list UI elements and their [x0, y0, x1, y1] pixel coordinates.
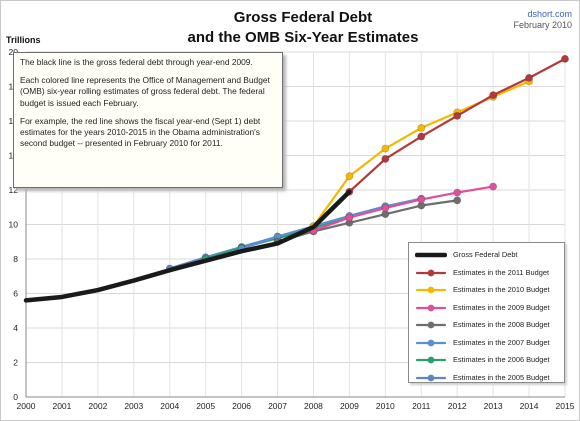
y-axis-label: Trillions — [6, 35, 41, 45]
chart-legend: Gross Federal Debt Estimates in the 2011 … — [408, 242, 565, 383]
x-tick-label: 2000 — [17, 401, 36, 411]
x-tick-label: 2014 — [520, 401, 539, 411]
data-point — [381, 155, 390, 163]
y-tick-label: 8 — [13, 254, 18, 264]
data-point — [489, 182, 498, 191]
legend-label: Estimates in the 2005 Budget — [453, 372, 550, 382]
data-point — [489, 91, 498, 100]
x-tick-label: 2013 — [484, 401, 503, 411]
annotation-box: The black line is the gross federal debt… — [13, 52, 283, 188]
y-tick-label: 4 — [13, 323, 18, 333]
data-point — [345, 172, 354, 181]
legend-swatch — [415, 269, 447, 276]
x-tick-label: 2009 — [340, 401, 359, 411]
data-point — [453, 111, 462, 120]
series-gross-federal-debt — [23, 189, 352, 303]
data-point — [381, 144, 390, 153]
y-tick-label: 10 — [9, 220, 19, 230]
legend-swatch — [415, 356, 447, 364]
x-tick-label: 2012 — [448, 401, 467, 411]
x-tick-label: 2003 — [124, 401, 143, 411]
series-estimates-in-the-2008-budget — [273, 196, 462, 246]
y-tick-label: 12 — [9, 185, 19, 195]
x-tick-label: 2004 — [160, 401, 179, 411]
legend-swatch — [415, 286, 447, 294]
legend-label: Estimates in the 2007 Budget — [453, 337, 550, 347]
data-point — [381, 204, 390, 213]
data-point — [561, 55, 569, 63]
note-paragraph: For example, the red line shows the fisc… — [20, 115, 261, 149]
legend-swatch — [415, 339, 447, 346]
x-tick-label: 2001 — [52, 401, 71, 411]
data-point — [525, 73, 533, 82]
legend-swatch — [415, 252, 447, 258]
legend-label: Estimates in the 2006 Budget — [453, 355, 550, 364]
legend-swatch — [415, 304, 447, 311]
legend-label: Estimates in the 2009 Budget — [453, 302, 550, 312]
data-point — [345, 213, 354, 222]
series-estimates-in-the-2009-budget — [309, 182, 498, 235]
legend-swatch — [415, 321, 447, 329]
x-tick-label: 2006 — [232, 401, 251, 411]
y-tick-label: 0 — [13, 392, 18, 402]
data-point — [453, 196, 462, 205]
legend-label: Estimates in the 2010 Budget — [453, 285, 550, 294]
series — [23, 55, 569, 303]
legend-label: Estimates in the 2011 Budget — [453, 267, 550, 277]
x-tick-label: 2015 — [556, 401, 575, 411]
x-tick-label: 2011 — [412, 401, 431, 411]
data-point — [417, 124, 426, 132]
note-paragraph: The black line is the gross federal debt… — [20, 57, 253, 67]
x-tick-label: 2008 — [304, 401, 323, 411]
legend-label: Estimates in the 2008 Budget — [453, 320, 550, 329]
series-line — [23, 189, 352, 303]
data-point — [417, 132, 426, 141]
x-tick-label: 2002 — [88, 401, 107, 411]
legend-swatch — [415, 374, 447, 381]
data-point — [417, 195, 426, 204]
x-tick-label: 2010 — [376, 401, 395, 411]
series-estimates-in-the-2011-budget — [345, 55, 569, 196]
chart-title: Gross Federal Debt — [234, 9, 372, 26]
x-tick-label: 2007 — [268, 401, 287, 411]
x-tick-label: 2005 — [196, 401, 215, 411]
series-line — [312, 185, 495, 232]
chart-subtitle: and the OMB Six-Year Estimates — [188, 29, 419, 46]
source-site: dshort.com — [527, 9, 572, 19]
series-line — [240, 197, 423, 250]
y-tick-label: 2 — [13, 358, 18, 368]
series-line — [276, 199, 459, 243]
legend-label: Gross Federal Debt — [453, 250, 518, 259]
y-tick-label: 6 — [13, 289, 18, 299]
note-paragraph: Each colored line represents the Office … — [20, 75, 270, 108]
data-point — [453, 188, 462, 197]
source-date: February 2010 — [513, 20, 572, 30]
